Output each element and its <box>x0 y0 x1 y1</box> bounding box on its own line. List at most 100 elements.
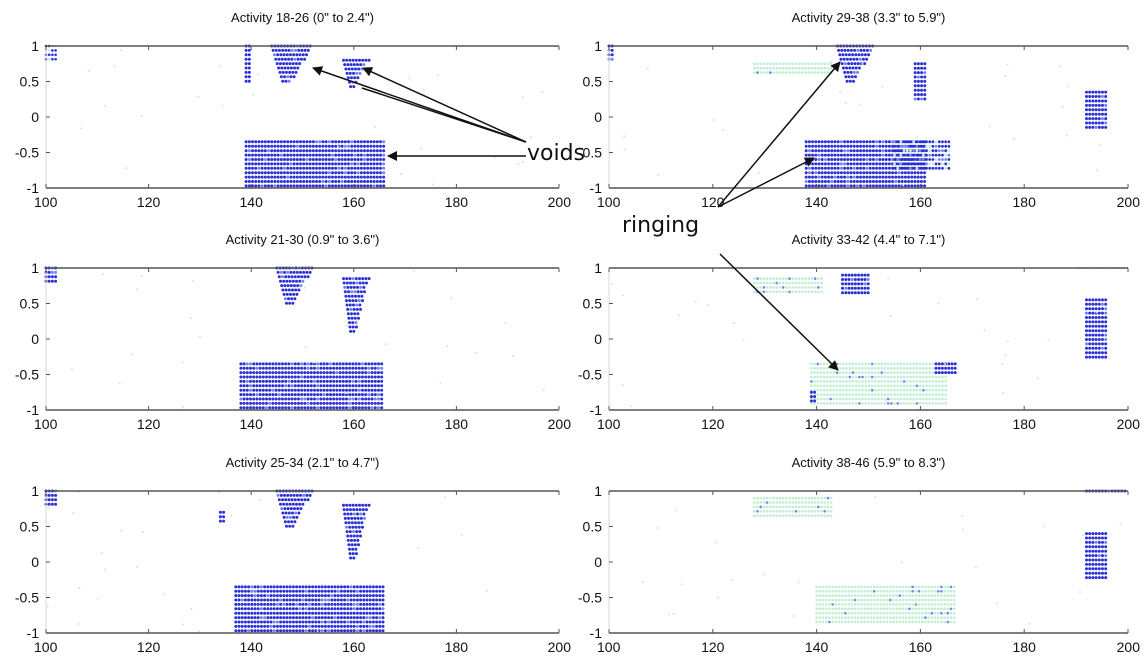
data-region-4 <box>244 44 251 83</box>
data-point <box>242 393 246 397</box>
data-point <box>266 598 270 602</box>
data-point <box>314 589 318 593</box>
data-point <box>371 585 375 589</box>
data-point <box>313 375 316 379</box>
data-point <box>252 384 256 388</box>
data-point <box>859 184 863 188</box>
data-point <box>365 281 368 285</box>
data-point <box>302 180 306 183</box>
data-point <box>878 166 882 170</box>
data-point <box>843 158 847 161</box>
data-point <box>291 288 294 292</box>
data-point <box>371 594 375 598</box>
data-point <box>826 510 830 513</box>
data-point <box>876 603 879 606</box>
data-point <box>943 607 946 611</box>
data-point <box>295 53 299 57</box>
data-point <box>355 589 359 593</box>
data-point <box>918 362 922 366</box>
data-point <box>913 180 917 183</box>
data-point <box>835 371 839 374</box>
data-point <box>820 505 823 509</box>
data-point <box>302 149 306 153</box>
data-point <box>319 366 323 370</box>
data-point <box>293 379 297 383</box>
data-point <box>888 598 892 602</box>
data-point <box>408 77 411 80</box>
data-point <box>949 603 953 606</box>
data-point <box>268 379 272 383</box>
data-point <box>329 393 332 397</box>
data-point <box>895 616 898 619</box>
data-point <box>914 616 918 619</box>
data-point <box>769 62 772 66</box>
data-point <box>853 282 857 286</box>
data-point <box>756 505 759 509</box>
data-point <box>359 598 363 602</box>
data-point <box>915 375 919 379</box>
data-point <box>362 629 366 633</box>
data-point <box>297 366 300 370</box>
data-point <box>251 162 254 166</box>
data-point <box>829 62 833 66</box>
data-point <box>870 388 874 392</box>
data-point <box>838 53 842 57</box>
data-point <box>1091 351 1095 355</box>
data-point <box>1088 298 1092 302</box>
data-point <box>323 589 327 593</box>
data-point <box>1094 125 1098 129</box>
data-point <box>1101 333 1104 337</box>
data-point <box>251 175 254 179</box>
data-point <box>859 158 863 161</box>
data-point <box>817 510 820 513</box>
data-point <box>474 351 477 354</box>
data-point <box>278 62 282 66</box>
data-point <box>875 140 879 144</box>
data-point <box>309 362 313 366</box>
data-point <box>299 507 303 511</box>
data-point <box>827 162 831 166</box>
data-point <box>331 162 334 166</box>
data-point <box>432 183 435 186</box>
data-point <box>320 629 324 633</box>
data-point <box>361 375 364 379</box>
data-point <box>364 503 368 507</box>
data-point <box>1085 549 1088 553</box>
data-point <box>332 379 336 383</box>
data-point <box>915 388 919 392</box>
data-point <box>913 66 917 70</box>
data-point <box>899 397 903 401</box>
data-point <box>944 384 948 388</box>
data-point <box>282 602 286 606</box>
data-point <box>315 144 318 148</box>
data-point <box>274 401 278 405</box>
data-point <box>375 585 379 589</box>
data-point <box>941 375 944 379</box>
data-point <box>335 371 339 375</box>
data-point <box>263 166 267 170</box>
data-point <box>1094 351 1098 355</box>
data-point <box>868 153 872 157</box>
data-point <box>269 589 273 593</box>
data-point <box>365 620 369 624</box>
data-point <box>247 624 251 628</box>
data-point <box>1085 545 1088 549</box>
data-point <box>256 607 260 611</box>
data-point <box>354 375 358 379</box>
data-point <box>878 140 882 144</box>
data-point <box>359 516 363 520</box>
data-point <box>245 406 249 410</box>
data-point <box>917 603 921 606</box>
data-point <box>845 375 848 379</box>
data-point <box>906 362 909 366</box>
data-point <box>362 620 366 624</box>
data-point <box>1101 532 1104 536</box>
data-point <box>1088 558 1092 562</box>
data-point <box>286 270 290 274</box>
data-point <box>845 371 848 374</box>
data-point <box>346 538 350 542</box>
data-point <box>940 607 943 611</box>
data-point <box>259 616 263 620</box>
data-point <box>849 158 853 161</box>
data-point <box>243 585 247 589</box>
